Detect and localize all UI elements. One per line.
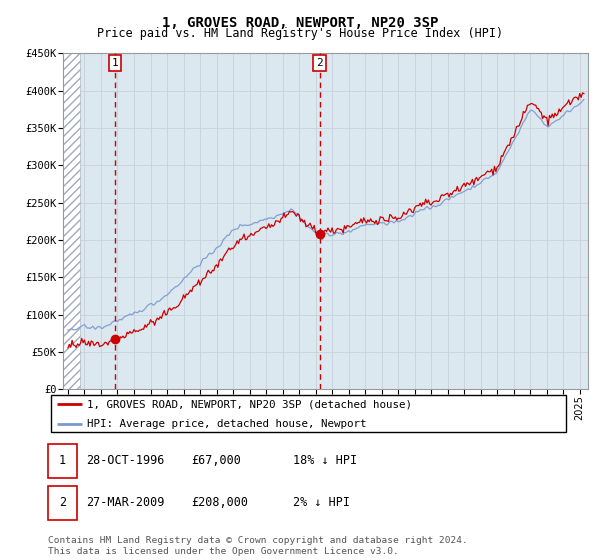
Text: 2% ↓ HPI: 2% ↓ HPI [293,496,350,510]
Text: Contains HM Land Registry data © Crown copyright and database right 2024.
This d: Contains HM Land Registry data © Crown c… [48,536,468,556]
Text: 1: 1 [59,454,66,468]
Text: 2: 2 [59,496,66,510]
Text: 28-OCT-1996: 28-OCT-1996 [86,454,164,468]
Text: HPI: Average price, detached house, Newport: HPI: Average price, detached house, Newp… [87,418,367,428]
Text: 18% ↓ HPI: 18% ↓ HPI [293,454,357,468]
Text: 1, GROVES ROAD, NEWPORT, NP20 3SP: 1, GROVES ROAD, NEWPORT, NP20 3SP [162,16,438,30]
FancyBboxPatch shape [50,395,566,432]
Text: 1, GROVES ROAD, NEWPORT, NP20 3SP (detached house): 1, GROVES ROAD, NEWPORT, NP20 3SP (detac… [87,399,412,409]
Text: 27-MAR-2009: 27-MAR-2009 [86,496,164,510]
Polygon shape [63,53,80,389]
Text: 1: 1 [111,58,118,68]
Text: £208,000: £208,000 [191,496,248,510]
Text: £67,000: £67,000 [191,454,241,468]
Text: Price paid vs. HM Land Registry's House Price Index (HPI): Price paid vs. HM Land Registry's House … [97,27,503,40]
Text: 2: 2 [316,58,323,68]
